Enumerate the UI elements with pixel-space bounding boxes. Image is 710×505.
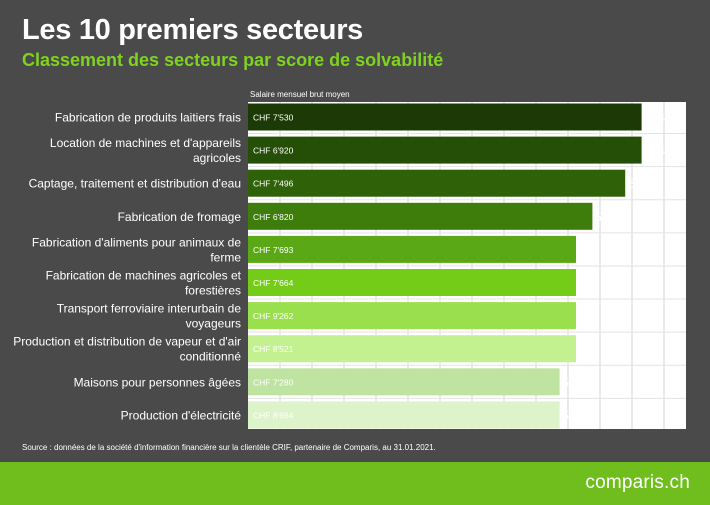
value-label: 549: [562, 375, 584, 390]
category-label: Production d'électricité: [121, 408, 242, 422]
bar-label: CHF 8'664: [253, 410, 294, 420]
value-label: 550: [578, 342, 600, 357]
column-header: Salaire mensuel brut moyen: [250, 90, 350, 99]
bar: [248, 103, 642, 131]
category-label: Production et distribution de vapeur et …: [13, 335, 241, 349]
bar: [248, 136, 642, 164]
bar: [248, 235, 576, 263]
brand-logo: comparis.ch: [585, 472, 690, 493]
bar: [248, 202, 593, 230]
bar-label: CHF 7'280: [253, 377, 294, 387]
category-label: Maisons pour personnes âgées: [74, 375, 241, 389]
value-label: 554: [644, 143, 666, 158]
category-label: conditionné: [180, 350, 242, 364]
source-note: Source : données de la société d'informa…: [22, 443, 436, 452]
category-label: Transport ferroviaire interurbain de: [57, 302, 242, 316]
category-label: ferme: [210, 250, 241, 264]
bar-label: CHF 7'664: [253, 278, 294, 288]
value-label: 550: [578, 309, 600, 324]
value-label: 550: [578, 242, 600, 257]
bar-label: CHF 7'693: [253, 245, 294, 255]
bar-label: CHF 6'920: [253, 146, 294, 156]
bar: [248, 368, 560, 396]
bar: [248, 335, 576, 363]
category-label: Fabrication de fromage: [118, 210, 242, 224]
value-label: 549: [562, 408, 584, 423]
category-label: agricoles: [193, 151, 241, 165]
value-label: 553: [627, 176, 649, 191]
bar: [248, 269, 576, 296]
value-label: 551: [594, 209, 616, 224]
bar: [248, 401, 560, 429]
category-label: Fabrication de machines agricoles et: [46, 269, 242, 283]
bar: [248, 169, 626, 197]
category-label: voyageurs: [186, 317, 241, 331]
footer-bar: comparis.ch: [0, 462, 710, 505]
bar-chart: Salaire mensuel brut moyen CHF 7'530 554 Fa…: [13, 90, 686, 429]
category-label: Fabrication d'aliments pour animaux de: [32, 235, 241, 249]
chart-title: Les 10 premiers secteurs: [22, 14, 364, 46]
category-label: Location de machines et d'appareils: [50, 136, 241, 150]
category-label: Fabrication de produits laitiers frais: [55, 111, 241, 125]
bar-label: CHF 7'530: [253, 113, 294, 123]
value-label: 554: [644, 110, 666, 125]
category-label: Captage, traitement et distribution d'ea…: [29, 177, 241, 191]
value-label: 550: [578, 276, 600, 291]
chart-subtitle: Classement des secteurs par score de sol…: [22, 50, 444, 70]
bar-label: CHF 8'521: [253, 344, 294, 354]
category-label: forestières: [185, 284, 241, 298]
bar-label: CHF 7'496: [253, 179, 294, 189]
bar-label: CHF 6'820: [253, 212, 294, 222]
bar-label: CHF 9'262: [253, 311, 294, 321]
bar: [248, 302, 576, 330]
